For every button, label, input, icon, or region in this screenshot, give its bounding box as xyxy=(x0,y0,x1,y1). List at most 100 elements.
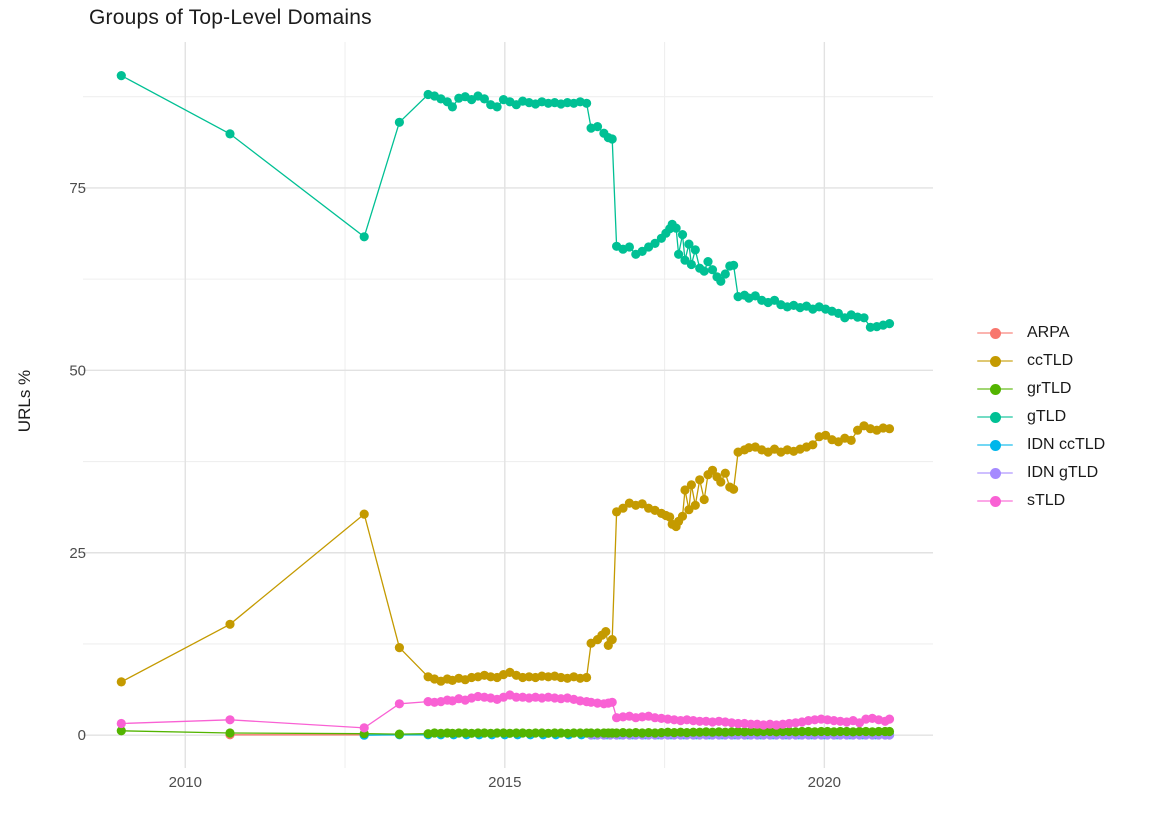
data-point xyxy=(677,230,688,240)
data-point xyxy=(511,728,521,738)
legend-item-idn-gtld: IDN gTLD xyxy=(977,464,1105,481)
legend: ARPA ccTLD grTLD gTLD xyxy=(977,324,1105,509)
legend-item-label: gTLD xyxy=(1027,407,1067,425)
data-point xyxy=(846,435,856,445)
data-point xyxy=(707,265,718,275)
data-point xyxy=(699,266,709,276)
data-point xyxy=(492,728,502,738)
data-point xyxy=(835,726,845,737)
data-point xyxy=(684,239,694,249)
data-point xyxy=(479,94,489,104)
legend-key-icon xyxy=(977,436,1013,453)
data-point xyxy=(575,728,585,738)
data-point xyxy=(750,291,760,301)
data-point xyxy=(116,718,126,729)
series-gtld xyxy=(116,71,895,332)
data-point xyxy=(853,425,863,435)
data-point xyxy=(624,242,635,252)
x-tick-label: 2020 xyxy=(808,774,841,791)
data-point xyxy=(884,424,895,434)
data-point xyxy=(665,512,675,522)
legend-dot-swatch xyxy=(990,496,1001,507)
data-point xyxy=(225,619,235,629)
data-point xyxy=(688,727,698,737)
data-point xyxy=(769,295,780,305)
legend-item-cctld: ccTLD xyxy=(977,352,1105,369)
data-point xyxy=(607,635,617,645)
data-point xyxy=(569,728,579,738)
legend-dot-swatch xyxy=(990,468,1001,479)
data-point xyxy=(686,480,697,490)
data-point xyxy=(586,728,596,738)
data-point xyxy=(778,726,788,737)
data-point xyxy=(454,728,464,738)
data-point xyxy=(394,117,404,127)
data-point xyxy=(707,465,718,475)
data-point xyxy=(808,440,818,450)
data-point xyxy=(359,232,369,242)
legend-key-icon xyxy=(977,408,1013,425)
data-point xyxy=(582,672,592,683)
legend-item-grtld: grTLD xyxy=(977,380,1105,397)
data-point xyxy=(511,692,521,702)
data-point xyxy=(716,477,726,487)
data-point xyxy=(720,468,730,478)
data-point xyxy=(703,257,713,267)
data-point xyxy=(592,122,603,132)
data-point xyxy=(473,728,483,738)
y-tick-label: 75 xyxy=(69,180,86,197)
legend-key-icon xyxy=(977,352,1013,369)
gridlines-major xyxy=(83,42,933,768)
legend-item-label: grTLD xyxy=(1027,379,1072,397)
legend-key-icon xyxy=(977,464,1013,481)
data-point xyxy=(225,129,235,139)
data-point xyxy=(225,715,235,725)
y-tick-label: 25 xyxy=(69,545,86,562)
legend-dot-swatch xyxy=(990,440,1001,451)
data-point xyxy=(695,716,705,726)
data-point xyxy=(859,313,869,323)
data-point xyxy=(674,249,684,259)
data-point xyxy=(684,505,694,515)
data-point xyxy=(550,728,560,738)
data-point xyxy=(733,718,743,729)
x-tick-label: 2010 xyxy=(169,774,202,791)
gridlines-minor xyxy=(83,42,933,768)
data-point xyxy=(607,697,617,707)
legend-item-label: IDN gTLD xyxy=(1027,463,1099,481)
chart-title: Groups of Top-Level Domains xyxy=(89,6,372,29)
legend-dot-swatch xyxy=(990,356,1001,367)
data-point xyxy=(607,134,617,144)
legend-item-label: sTLD xyxy=(1027,491,1066,509)
data-point xyxy=(650,238,660,248)
data-point xyxy=(592,728,603,738)
data-point xyxy=(359,509,369,519)
data-point xyxy=(720,269,730,279)
legend-key-icon xyxy=(977,324,1013,341)
series-arpa xyxy=(225,730,369,740)
data-point xyxy=(394,729,404,739)
data-point xyxy=(816,726,826,737)
data-point xyxy=(716,276,726,286)
data-point xyxy=(116,677,126,687)
data-point xyxy=(821,430,831,440)
data-point xyxy=(601,627,611,637)
series-stld xyxy=(116,690,895,733)
data-point xyxy=(359,723,369,733)
legend-item-arpa: ARPA xyxy=(977,324,1105,341)
data-point xyxy=(671,223,681,233)
data-point xyxy=(394,643,404,653)
data-point xyxy=(116,71,126,81)
data-point xyxy=(394,699,404,709)
data-point xyxy=(637,246,647,256)
legend-key-icon xyxy=(977,380,1013,397)
data-point xyxy=(618,503,628,513)
series-cctld xyxy=(116,421,895,687)
data-point xyxy=(729,484,739,494)
legend-item-idn-cctld: IDN ccTLD xyxy=(977,436,1105,453)
data-point xyxy=(884,726,895,737)
legend-dot-swatch xyxy=(990,412,1001,423)
data-point xyxy=(447,102,457,112)
